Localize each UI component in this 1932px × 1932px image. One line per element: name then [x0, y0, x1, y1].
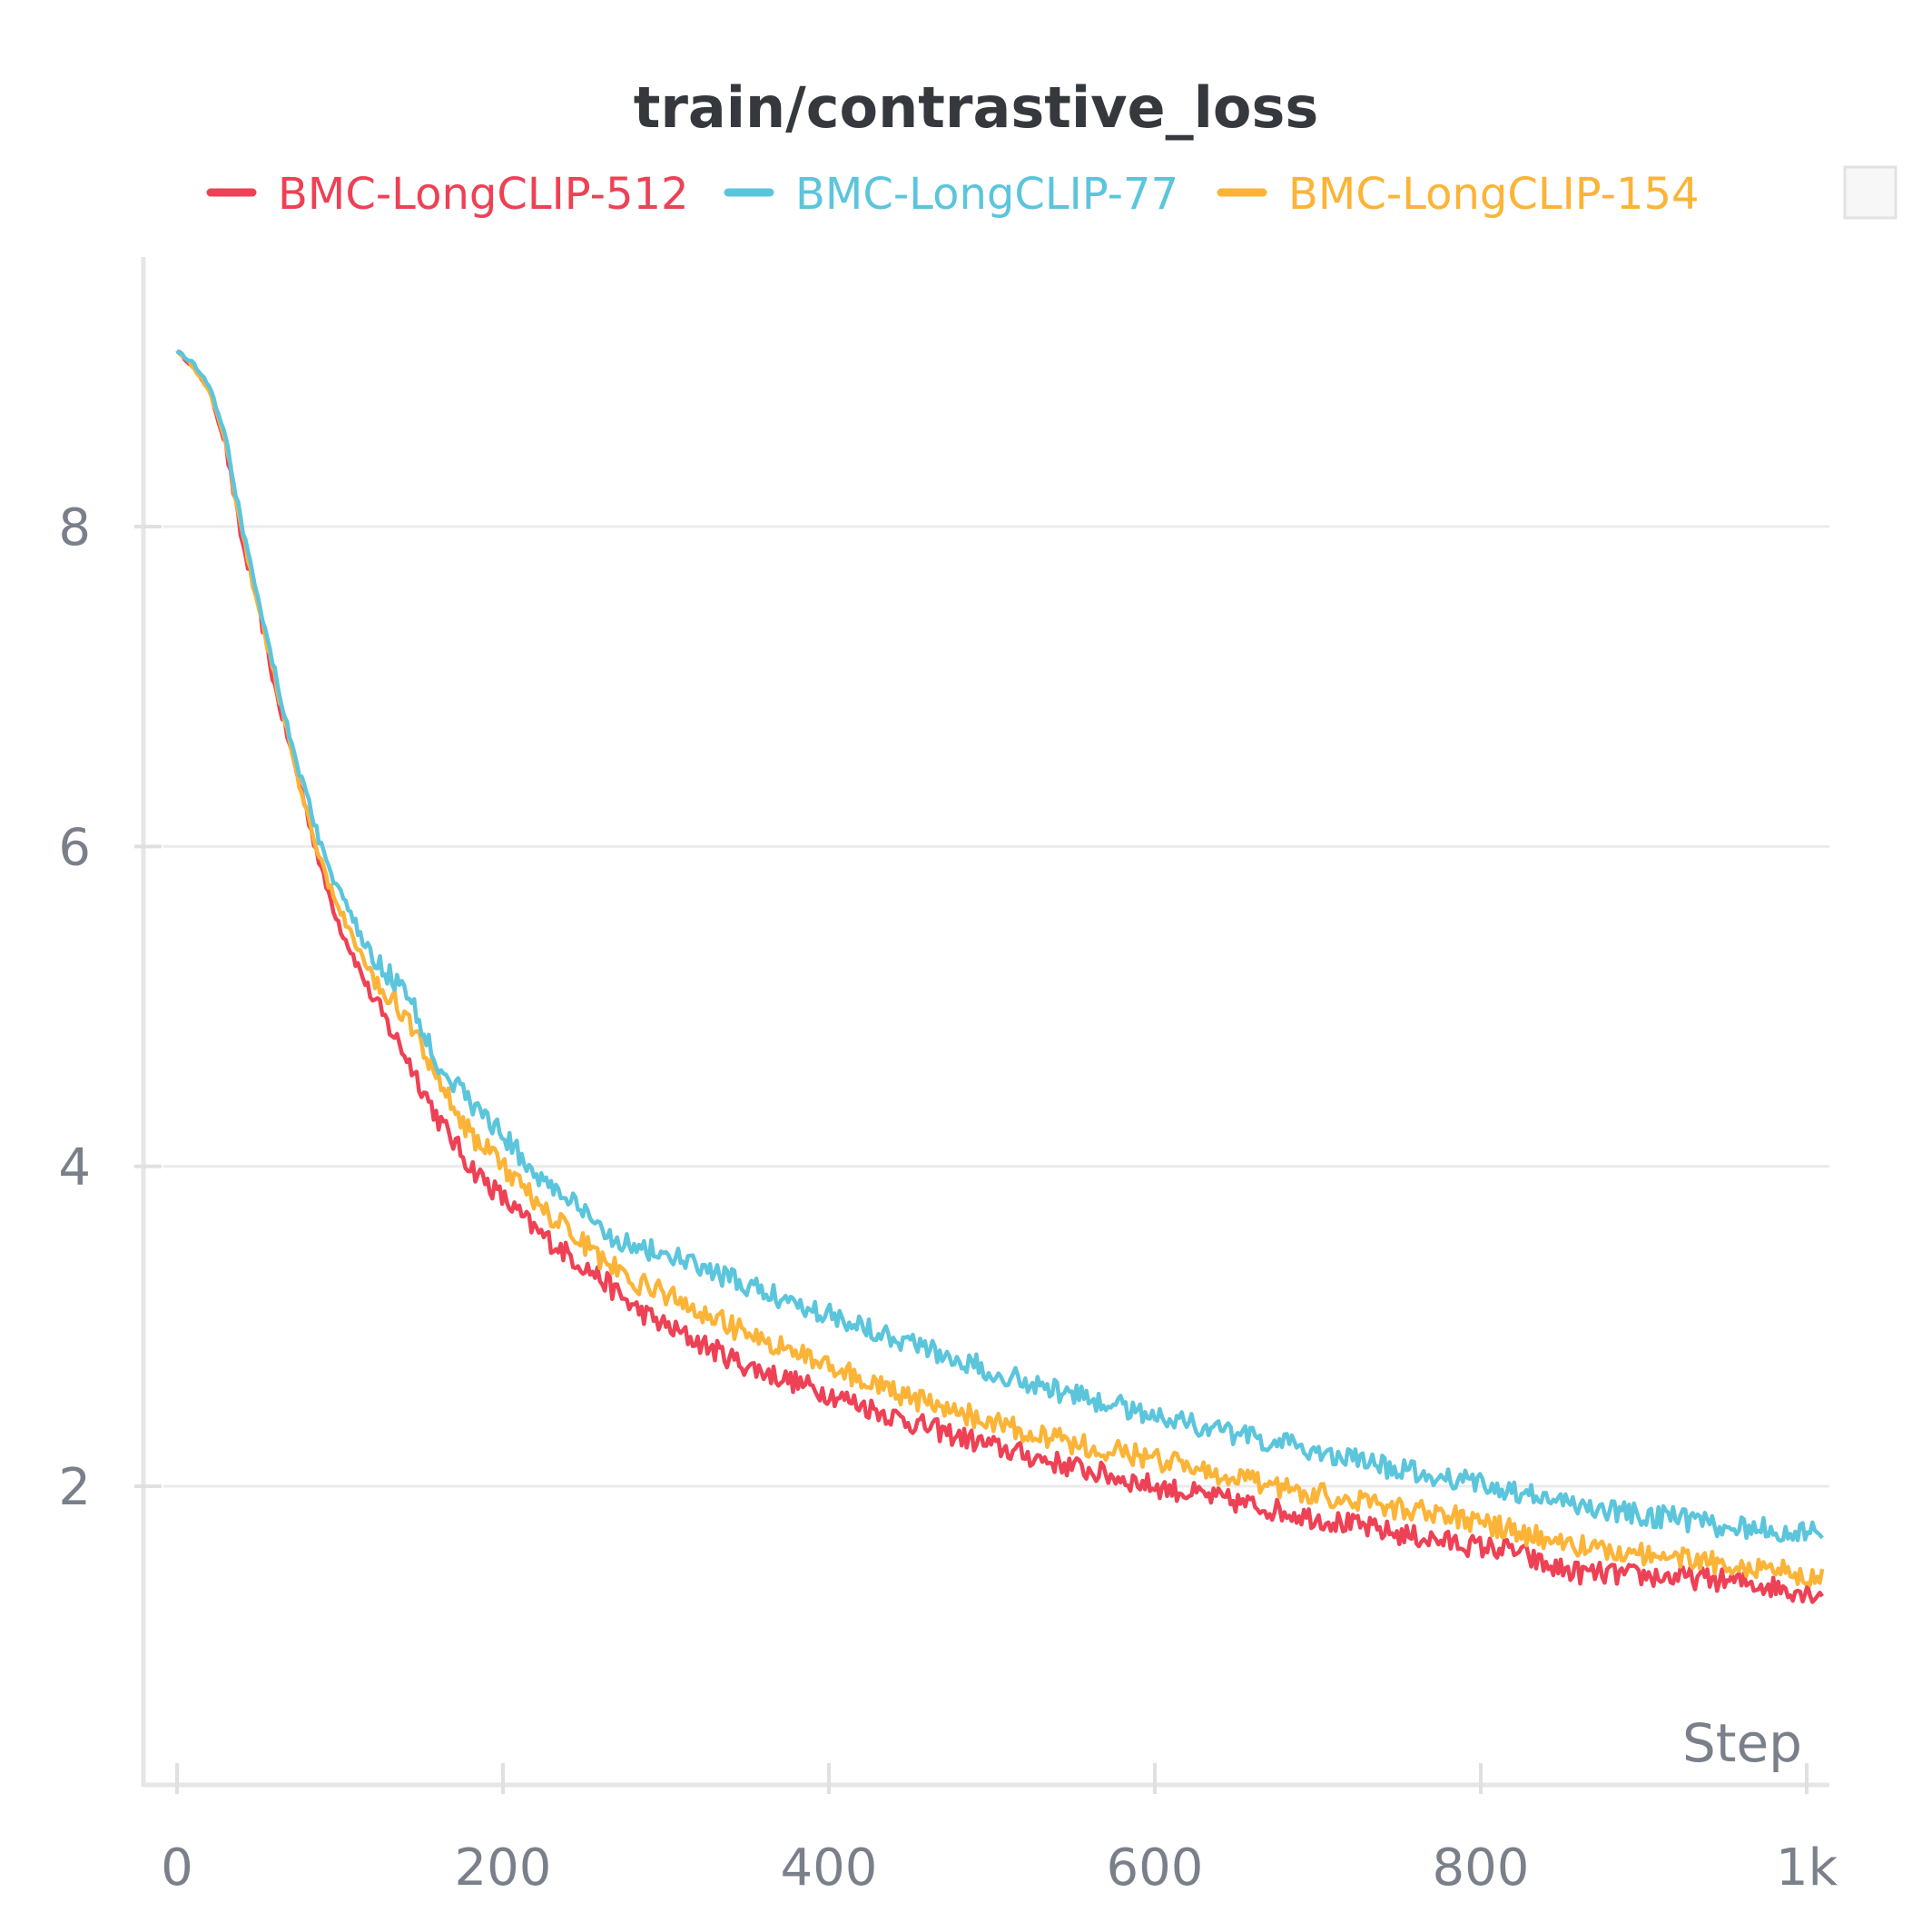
series-line-bmc-longclip-154 — [175, 350, 1825, 1588]
series-line-bmc-longclip-77 — [175, 349, 1824, 1543]
y-tick-label: 8 — [58, 498, 91, 557]
legend[interactable]: BMC-LongCLIP-512 BMC-LongCLIP-77 BMC-LongC… — [206, 169, 1700, 220]
legend-item[interactable]: BMC-LongCLIP-77 — [724, 169, 1178, 220]
panel-menu-icon[interactable] — [1843, 165, 1898, 220]
series-group — [175, 349, 1825, 1604]
legend-item[interactable]: BMC-LongCLIP-154 — [1217, 169, 1700, 220]
series-line-bmc-longclip-512 — [176, 350, 1824, 1604]
x-tick-label: 800 — [1433, 1838, 1530, 1898]
legend-label: BMC-LongCLIP-154 — [1288, 169, 1700, 220]
x-tick-label: 400 — [781, 1838, 878, 1898]
x-tick-label: 0 — [161, 1838, 193, 1898]
x-tick-label: 200 — [455, 1838, 552, 1898]
grid — [163, 525, 1829, 1488]
legend-label: BMC-LongCLIP-77 — [795, 169, 1178, 220]
y-tick-label: 2 — [58, 1458, 91, 1517]
x-tick-label: 1k — [1776, 1838, 1838, 1898]
x-axis-ticks: 0 200 400 600 800 1k — [161, 1763, 1838, 1898]
x-axis-label: Step — [1682, 1712, 1802, 1774]
legend-label: BMC-LongCLIP-512 — [278, 169, 689, 220]
y-tick-label: 4 — [58, 1138, 91, 1198]
x-tick-label: 600 — [1107, 1838, 1204, 1898]
y-axis-ticks: 2 4 6 8 — [58, 498, 162, 1517]
y-tick-label: 6 — [58, 818, 91, 877]
chart-title: train/contrastive_loss — [634, 74, 1319, 141]
legend-item[interactable]: BMC-LongCLIP-512 — [206, 169, 689, 220]
